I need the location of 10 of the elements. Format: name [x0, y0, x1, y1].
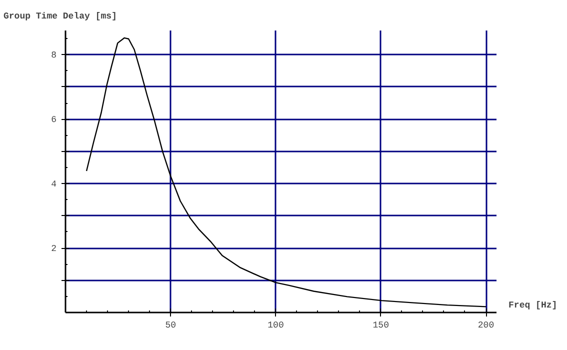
y-tick-label: 8 — [51, 50, 57, 61]
x-tick-label: 150 — [372, 320, 389, 330]
x-tick-label: 200 — [478, 320, 494, 330]
chart-title: Group Time Delay [ms] — [4, 12, 117, 22]
x-tick-label: 100 — [268, 320, 284, 330]
x-tick-label: 50 — [165, 320, 176, 330]
y-tick-label: 6 — [51, 115, 57, 126]
y-tick-label: 2 — [51, 244, 57, 254]
y-tick-label: 4 — [51, 180, 57, 190]
x-axis-title: Freq [Hz] — [508, 300, 558, 310]
